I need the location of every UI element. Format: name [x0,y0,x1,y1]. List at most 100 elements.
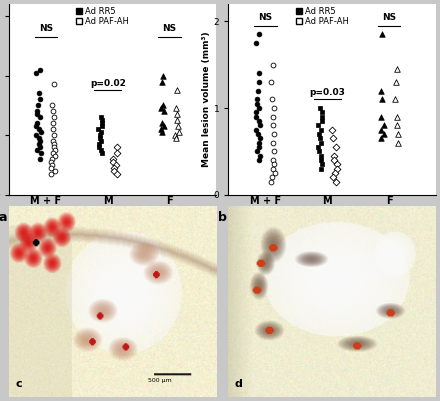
Point [36,144,43,150]
Point [37,138,44,144]
Point [51,168,59,174]
Point [256,118,263,124]
Point [48,102,55,109]
Point [318,152,325,159]
Text: 500 μm: 500 μm [148,378,172,383]
Point [319,113,326,120]
Point [256,31,263,38]
Point [377,135,384,142]
Text: d: d [235,379,242,389]
Text: NS: NS [382,13,396,22]
Point [37,150,44,156]
Text: NS: NS [258,13,273,22]
Point [159,72,166,79]
Point [257,122,264,129]
Legend: Ad RR5, Ad PAF-AH: Ad RR5, Ad PAF-AH [75,6,130,27]
Point [330,174,337,180]
Point [49,162,56,168]
Point [255,140,262,146]
Point [33,132,40,138]
Point [269,113,276,120]
Text: NS: NS [162,24,177,33]
Point [393,113,400,120]
Point [319,109,326,115]
Point [98,129,105,136]
Point [333,144,340,150]
Point [173,87,180,94]
Point [269,96,276,103]
Point [33,108,40,115]
Point [37,67,44,73]
Point [36,90,43,97]
Point [175,123,182,130]
Point [393,79,400,85]
Point [99,117,106,124]
Point [270,105,277,111]
Point [96,132,103,138]
Point [329,127,336,133]
Point [380,131,387,137]
Point [270,157,277,163]
Point [36,126,43,132]
Point [315,144,322,150]
Point [256,79,263,85]
Point [33,69,40,76]
Point [35,102,42,109]
Point [330,157,337,163]
Point [95,141,103,147]
Point [317,140,324,146]
Point [49,156,56,162]
Point [252,40,259,46]
Point [379,96,386,103]
Point [160,108,167,115]
Point [159,129,166,136]
Point [256,105,263,111]
Point [158,126,165,132]
Point [255,70,262,77]
Point [173,117,180,124]
Point [269,140,276,146]
Point [378,127,385,133]
Point [255,131,262,137]
Point [97,114,104,120]
Point [113,162,120,168]
Point [95,126,102,132]
Point [158,105,165,111]
Point [158,120,165,126]
Point [51,141,58,147]
Point [393,122,400,129]
Point [175,129,182,136]
Point [270,61,277,68]
Point [333,178,340,185]
Point [50,144,57,150]
Point [252,127,259,133]
Point [253,148,260,155]
Text: b: b [218,211,227,225]
Point [253,109,260,115]
Point [98,147,105,153]
Point [52,153,59,159]
Point [268,178,275,185]
Text: NS: NS [39,24,53,33]
Point [268,174,275,180]
Point [36,156,43,162]
Point [253,96,260,103]
Point [330,152,337,159]
Text: p=0.03: p=0.03 [309,87,345,97]
Point [334,166,341,172]
Legend: Ad RR5, Ad PAF-AH: Ad RR5, Ad PAF-AH [295,6,349,27]
Point [98,138,105,144]
Point [271,161,278,168]
Point [36,114,43,120]
Point [270,166,277,172]
Point [318,161,325,168]
Point [318,166,325,172]
Point [314,122,321,129]
Point [50,81,57,88]
Y-axis label: Mean lesion volume (mm³): Mean lesion volume (mm³) [202,32,211,167]
Point [317,127,324,133]
Point [110,159,117,165]
Point [99,120,106,126]
Point [33,120,40,126]
Point [333,161,340,168]
